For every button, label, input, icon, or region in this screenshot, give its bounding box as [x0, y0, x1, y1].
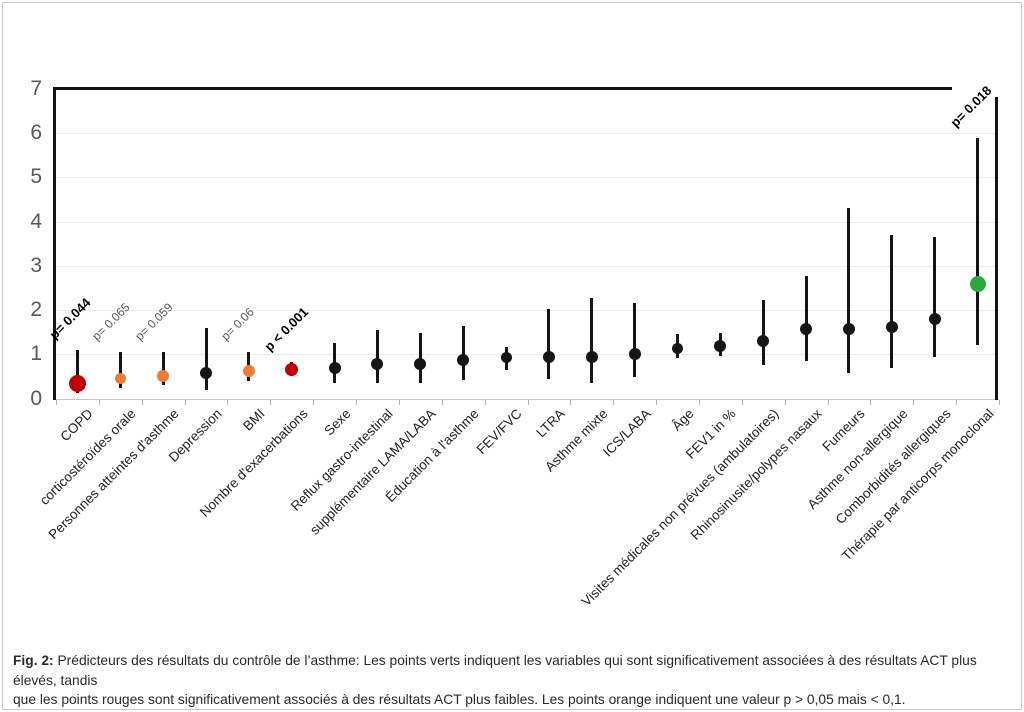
data-point — [585, 351, 598, 364]
data-point — [969, 275, 986, 292]
data-point — [114, 373, 126, 385]
x-tick — [356, 400, 358, 405]
error-bar — [890, 234, 894, 368]
error-bar — [461, 326, 465, 380]
p-value-label: p= 0.065 — [89, 300, 133, 344]
plot-frame-right — [995, 97, 998, 400]
data-point — [414, 358, 427, 370]
x-tick — [56, 400, 57, 405]
gridline — [56, 177, 997, 179]
y-tick-label: 6 — [30, 121, 42, 145]
p-value-label: p < 0.001 — [261, 304, 311, 355]
y-tick-label: 7 — [30, 77, 42, 100]
data-point — [68, 374, 86, 392]
x-tick — [227, 400, 229, 405]
data-point — [328, 361, 341, 374]
y-tick-label: 5 — [30, 165, 42, 189]
error-bar — [118, 352, 122, 389]
error-bar — [804, 276, 808, 361]
x-tick — [956, 400, 958, 405]
data-point — [800, 322, 813, 335]
error-bar — [204, 327, 208, 390]
error-bar — [847, 208, 851, 373]
gridline — [56, 133, 997, 135]
x-axis-line — [54, 399, 999, 400]
data-point — [157, 370, 170, 383]
data-point — [371, 358, 384, 370]
error-bar — [976, 137, 980, 346]
error-bar — [375, 329, 379, 383]
plot-frame-top — [53, 87, 952, 90]
data-point — [200, 366, 213, 379]
error-bar — [547, 309, 551, 380]
x-tick — [613, 400, 615, 405]
y-tick-label: 4 — [30, 209, 42, 233]
x-tick — [570, 400, 572, 405]
data-point — [285, 363, 299, 377]
x-tick — [441, 400, 443, 405]
figure-caption: Fig. 2: Prédicteurs des résultats du con… — [13, 651, 1013, 712]
data-point — [928, 312, 941, 325]
x-tick — [98, 400, 100, 405]
caption-line-2: que les points rouges sont significative… — [13, 692, 906, 707]
x-tick — [913, 400, 915, 405]
p-value-label: p= 0.059 — [132, 300, 176, 344]
error-bar — [75, 349, 79, 394]
plot-frame-left — [53, 87, 56, 400]
data-point — [500, 352, 512, 364]
error-bar — [161, 352, 165, 386]
error-bar — [761, 299, 765, 366]
data-point — [842, 322, 855, 335]
x-tick — [698, 400, 700, 405]
figure-number: Fig. 2: — [13, 653, 54, 668]
error-bar — [633, 302, 637, 378]
x-tick — [870, 400, 872, 405]
data-point — [542, 351, 555, 364]
y-tick-label: 3 — [30, 253, 42, 277]
gridline — [56, 354, 997, 356]
p-value-label: p= 0.018 — [946, 82, 995, 130]
x-tick — [270, 400, 272, 405]
x-tick — [398, 400, 400, 405]
x-tick — [999, 400, 1000, 405]
x-tick — [184, 400, 186, 405]
x-tick — [141, 400, 143, 405]
data-point — [757, 335, 770, 348]
x-tick — [313, 400, 315, 405]
gridline — [56, 310, 997, 312]
data-point — [628, 348, 641, 361]
data-point — [885, 320, 898, 333]
data-point — [457, 353, 470, 366]
gridline — [56, 221, 997, 223]
data-point — [714, 340, 727, 353]
error-bar — [418, 333, 422, 383]
y-tick-label: 1 — [30, 342, 42, 366]
x-tick — [527, 400, 529, 405]
x-tick — [827, 400, 829, 405]
x-tick — [784, 400, 786, 405]
x-tick — [484, 400, 486, 405]
error-bar — [933, 237, 937, 358]
error-bar — [590, 298, 594, 384]
data-point — [242, 365, 255, 378]
x-tick — [656, 400, 658, 405]
data-point — [672, 342, 684, 354]
y-tick-label: 2 — [30, 298, 42, 322]
gridline — [56, 265, 997, 267]
y-tick-label: 0 — [30, 386, 42, 410]
caption-line-1: Fig. 2: Prédicteurs des résultats du con… — [13, 651, 1013, 690]
caption-text-1: Prédicteurs des résultats du contrôle de… — [13, 653, 977, 688]
x-tick — [741, 400, 743, 405]
